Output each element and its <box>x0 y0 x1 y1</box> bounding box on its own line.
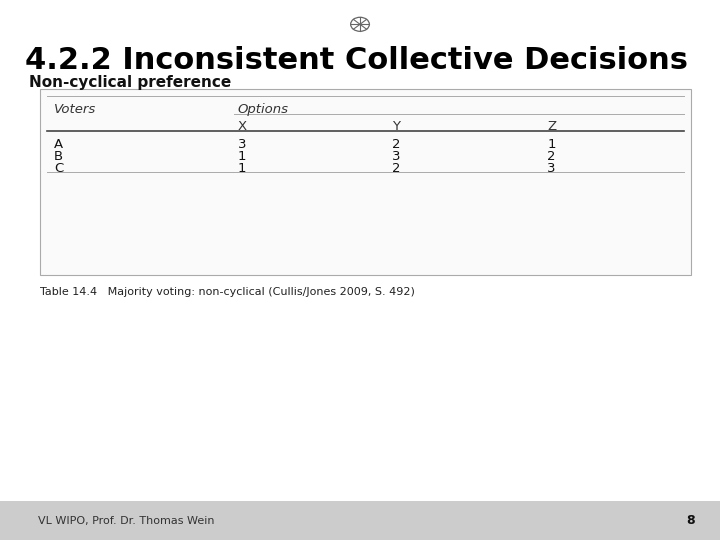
Text: A: A <box>54 138 63 151</box>
Text: 1: 1 <box>238 150 246 163</box>
Text: 2: 2 <box>547 150 556 163</box>
Text: VL WIPO, Prof. Dr. Thomas Wein: VL WIPO, Prof. Dr. Thomas Wein <box>37 516 215 525</box>
Text: 2: 2 <box>392 162 401 175</box>
Text: 1: 1 <box>547 138 556 151</box>
Text: 3: 3 <box>392 150 401 163</box>
Text: Z: Z <box>547 120 557 133</box>
Text: B: B <box>54 150 63 163</box>
Text: C: C <box>54 162 63 175</box>
Text: Non-cyclical preference: Non-cyclical preference <box>29 75 231 90</box>
Text: Voters: Voters <box>54 103 96 116</box>
Text: Options: Options <box>238 103 289 116</box>
Text: 4.2.2 Inconsistent Collective Decisions: 4.2.2 Inconsistent Collective Decisions <box>25 46 688 75</box>
Text: 3: 3 <box>238 138 246 151</box>
Text: 8: 8 <box>686 514 695 527</box>
Text: X: X <box>238 120 247 133</box>
Text: Y: Y <box>392 120 400 133</box>
Text: 2: 2 <box>392 138 401 151</box>
Text: 3: 3 <box>547 162 556 175</box>
Text: Table 14.4   Majority voting: non-cyclical (Cullis/Jones 2009, S. 492): Table 14.4 Majority voting: non-cyclical… <box>40 287 415 298</box>
Text: 1: 1 <box>238 162 246 175</box>
